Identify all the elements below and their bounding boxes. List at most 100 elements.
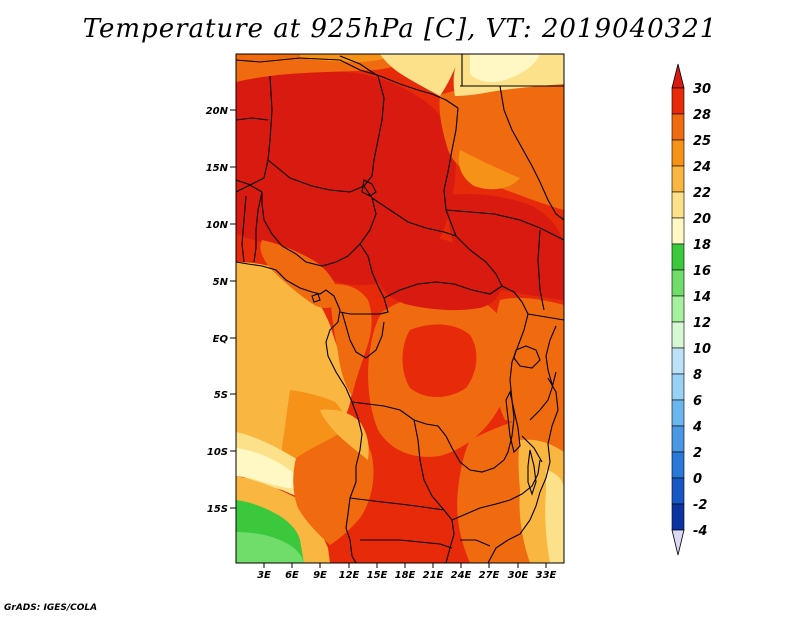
field-se-cream [545, 470, 564, 563]
lake-victoria [513, 345, 541, 369]
map-title: Temperature at 925hPa [C], VT: 201904032… [82, 14, 718, 44]
border-drc-east [503, 313, 529, 461]
colorbar-segment-c2_4 [671, 425, 685, 453]
sahara-internal [236, 117, 269, 193]
field-congo-red-core [402, 324, 477, 397]
colorbar-label: 20 [693, 212, 711, 227]
colorbar-labels: 30 28 25 24 22 20 18 16 14 12 10 8 6 4 2… [692, 82, 711, 539]
border-cameroon [339, 243, 389, 315]
border-benin-togo [241, 191, 263, 263]
colorbar-top-arrow [671, 63, 685, 89]
lon-label: 24E [451, 570, 472, 581]
lon-label: 12E [339, 570, 360, 581]
colorbar-label: 25 [693, 134, 711, 149]
colorbar-segment-c6_8 [671, 373, 685, 401]
grads-credit: GrADS: IGES/COLA [4, 603, 98, 613]
map-frame [235, 53, 565, 564]
lon-axis: 3E 6E 9E 12E 15E 18E 21E 24E 27E 30E 33E [257, 563, 557, 581]
colorbar-label: -2 [693, 498, 707, 513]
colorbar-label: 0 [693, 472, 702, 487]
colorbar-label: 12 [693, 316, 711, 331]
field-angola-orange [293, 429, 374, 545]
field-north-gold [300, 54, 400, 62]
border-angola [349, 497, 455, 563]
colorbar-label: 10 [693, 342, 711, 357]
field-north-cream [380, 54, 460, 96]
border-east-africa [527, 229, 564, 385]
border-namibia [360, 539, 491, 549]
colorbar-label: 14 [693, 290, 711, 305]
colorbar-segment-c25_28 [671, 113, 685, 141]
colorbar-label: 8 [693, 368, 702, 383]
lake-tanganyika [505, 390, 521, 454]
colorbar-label: 18 [693, 238, 711, 253]
island-bioko [311, 293, 321, 303]
field-north-orange [236, 54, 420, 82]
lon-label: 21E [423, 570, 444, 581]
colorbar-segment-c16_18 [671, 243, 685, 271]
border-car-congo [383, 281, 529, 315]
country-borders [236, 54, 564, 563]
field-sudan-hot [448, 194, 564, 300]
field-pale-band [236, 448, 310, 490]
border-nigeria [261, 159, 377, 267]
colorbar-segment-c28_30 [671, 87, 685, 115]
border-drc-south [351, 401, 505, 473]
border-coastline-west [236, 261, 363, 563]
lat-label: EQ [213, 334, 229, 345]
lat-label: 10S [207, 447, 228, 458]
colorbar-label: 2 [693, 446, 702, 461]
border-south-sudan [445, 209, 564, 241]
colorbar-label: 6 [693, 394, 702, 409]
lon-label: 9E [313, 570, 327, 581]
lat-label: 15N [206, 163, 229, 174]
colorbar-label: 22 [693, 186, 711, 201]
lat-axis: 20N 15N 10N 5N EQ 5S 10S 15S [206, 106, 236, 515]
border-tanzania [521, 371, 557, 463]
colorbar-segment-cm2_0 [671, 477, 685, 505]
border-sahara-west [236, 57, 459, 109]
field-ne-orange [439, 81, 564, 210]
colorbar-segment-c24_25 [671, 139, 685, 167]
field-nile-pale [470, 54, 540, 82]
lake-malawi [527, 449, 537, 496]
colorbar-segment-c20_22 [671, 191, 685, 219]
colorbar-label: 28 [693, 108, 711, 123]
lon-label: 3E [257, 570, 271, 581]
lat-label: 20N [206, 106, 229, 117]
colorbar-label: 4 [692, 420, 702, 435]
colorbar-segment-c10_12 [671, 321, 685, 349]
lon-label: 18E [395, 570, 416, 581]
colorbar-bottom-arrow [671, 529, 685, 556]
lat-label: 5N [213, 277, 229, 288]
colorbar-label: -4 [693, 524, 707, 539]
lake-chad [361, 179, 377, 197]
border-niger-chad [339, 55, 385, 187]
lat-label: 10N [206, 220, 229, 231]
lon-label: 6E [285, 570, 299, 581]
colorbar-segment-c18_20 [671, 217, 685, 245]
border-angola-zambia [413, 419, 445, 511]
lon-label: 33E [536, 570, 557, 581]
border-coastline-east [487, 377, 559, 563]
lon-label: 15E [367, 570, 388, 581]
lon-label: 27E [479, 570, 500, 581]
lat-label: 15S [207, 504, 228, 515]
colorbar-label: 30 [693, 82, 711, 97]
border-drc-west [341, 311, 385, 359]
lat-label: 5S [214, 390, 228, 401]
colorbar-label: 24 [693, 160, 711, 175]
colorbar-label: 16 [693, 264, 711, 279]
colorbar-segment-c22_24 [671, 165, 685, 193]
temperature-field [236, 54, 564, 563]
colorbar-segment-c8_10 [671, 347, 685, 375]
colorbar-segment-c0_2 [671, 451, 685, 479]
colorbar-segment-c14_16 [671, 269, 685, 297]
border-sudan-east [499, 85, 564, 221]
colorbar-segment-c12_14 [671, 295, 685, 323]
field-lightgreen [236, 532, 304, 563]
colorbar-segments [671, 87, 685, 531]
field-ne-gold [458, 150, 520, 190]
colorbar-segment-c4_6 [671, 399, 685, 427]
